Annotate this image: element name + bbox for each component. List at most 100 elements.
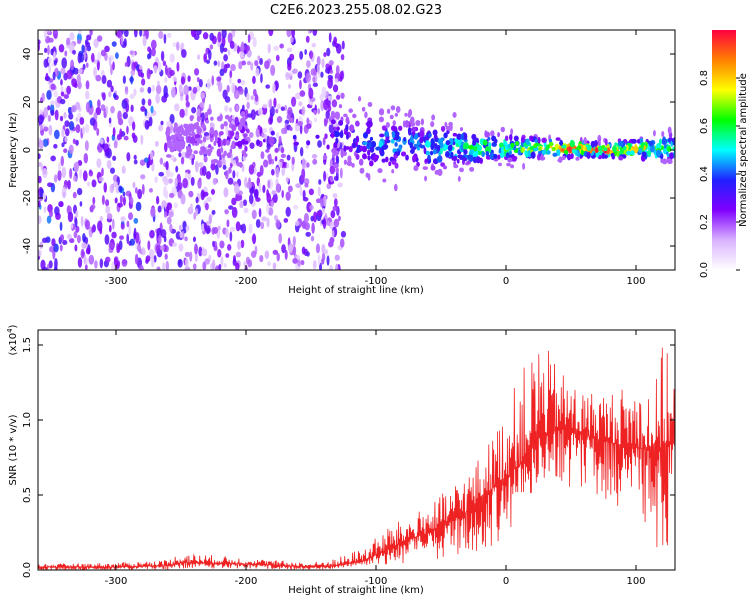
spectrogram-cell	[342, 151, 347, 157]
spectrogram-cell	[133, 217, 139, 224]
spectrogram-cell	[47, 44, 50, 56]
spectrogram-cell	[265, 84, 270, 89]
spectrogram-cell	[259, 164, 264, 176]
spectrogram-cell	[189, 115, 195, 120]
spectrogram-cell	[493, 138, 498, 144]
spectrogram-cell	[276, 116, 283, 124]
spectrogram-cell	[281, 244, 286, 254]
spectrogram-cell	[232, 159, 237, 167]
spectrogram-cell	[231, 197, 237, 206]
spectrogram-cell	[188, 190, 194, 198]
spectrogram-cell	[388, 161, 392, 167]
spectrogram-cell	[322, 154, 328, 160]
spectrogram-cell	[275, 108, 279, 114]
spectrogram-cell	[163, 85, 168, 97]
spectrogram-cell	[235, 251, 242, 258]
spectrogram-cell	[302, 196, 309, 202]
spectrogram-cell	[394, 162, 399, 169]
spectrogram-cell	[337, 182, 343, 188]
spectrogram-cell	[284, 122, 288, 134]
spectrogram-cell	[222, 89, 228, 100]
spectrogram-cell	[414, 143, 419, 148]
spectrogram-cell	[163, 33, 167, 44]
spectrogram-cell	[274, 155, 278, 162]
spectrogram-cell	[84, 219, 91, 230]
spectrogram-cell	[456, 159, 460, 164]
spectrogram-cell	[444, 121, 448, 128]
spectrogram-cell	[53, 143, 58, 149]
spectrogram-cell	[538, 146, 542, 151]
spectrogram-cell	[79, 52, 85, 63]
spectrogram-cell	[287, 185, 293, 193]
spectrogram-cell	[339, 70, 344, 80]
y-tick-label: -20	[22, 190, 33, 206]
y-tick-label: 40	[22, 48, 33, 61]
spectrogram-cell	[60, 155, 64, 167]
spectrogram-cell	[117, 110, 122, 121]
spectrogram-cell	[276, 103, 281, 110]
spectrogram-cell	[322, 217, 327, 230]
spectrogram-cell	[597, 155, 602, 160]
spectrogram-cell	[439, 141, 444, 149]
spectrogram-cell	[225, 227, 229, 238]
spectrogram-cell	[141, 247, 146, 255]
spectrogram-cell	[74, 244, 78, 252]
spectrogram-cell	[437, 168, 443, 177]
spectrogram-cell	[424, 158, 429, 163]
spectrogram-cell	[54, 109, 59, 121]
spectrogram-cell	[64, 128, 70, 137]
spectrogram-cell	[509, 134, 513, 142]
spectrogram-cell	[257, 107, 263, 116]
spectrogram-cell	[338, 104, 343, 109]
spectrogram-cell	[405, 154, 409, 161]
spectrogram-cell	[188, 86, 192, 91]
spectrogram-cell	[191, 158, 195, 166]
spectrogram-cell	[450, 151, 454, 159]
spectrogram-cell	[373, 155, 378, 163]
y-tick-label: 1.0	[22, 412, 33, 428]
spectrogram-cell	[203, 155, 208, 163]
spectrogram-cell	[127, 212, 134, 221]
spectrogram-cell	[133, 159, 138, 165]
spectrogram-cell	[219, 130, 224, 136]
spectrogram-cell	[169, 69, 175, 76]
spectrogram-cell	[68, 120, 75, 131]
spectrogram-cell	[331, 152, 336, 158]
spectrogram-cell	[262, 159, 269, 168]
spectrogram-cell	[70, 223, 74, 229]
spectrogram-cell	[335, 112, 339, 118]
spectrogram-cell	[247, 34, 251, 43]
spectrogram-cell	[99, 227, 103, 235]
spectrogram-cell	[285, 73, 292, 78]
spectrogram-cell	[38, 215, 42, 224]
spectrogram-cell	[646, 149, 652, 157]
spectrogram-cell	[382, 143, 389, 150]
spectrogram-cell	[240, 79, 246, 86]
spectrogram-cell	[162, 262, 166, 270]
spectrogram-cell	[260, 73, 263, 84]
spectrogram-cell	[255, 127, 261, 138]
spectrogram-cell	[398, 144, 403, 149]
spectrogram-cell	[338, 120, 344, 126]
spectrogram-cell	[303, 178, 310, 185]
spectrogram-cell	[316, 55, 321, 67]
spectrogram-cell	[85, 101, 90, 113]
spectrogram-cell	[195, 121, 200, 126]
spectrogram-cell	[216, 76, 222, 82]
spectrogram-cell	[457, 175, 461, 182]
spectrogram-cell	[275, 183, 281, 193]
spectrogram-cell	[126, 233, 130, 244]
spectrogram-cell	[266, 202, 270, 214]
spectrogram-cell	[244, 145, 248, 152]
spectrogram-cell	[312, 76, 316, 83]
spectrogram-cell	[266, 192, 272, 203]
colorbar-tick-label: 0.0	[699, 262, 710, 278]
spectrogram-cell	[69, 32, 75, 41]
spectrogram-plot-area	[38, 30, 675, 270]
spectrogram-cell	[119, 235, 125, 240]
spectrogram-cell	[162, 186, 168, 198]
spectrogram-cell	[262, 138, 266, 143]
spectrogram-cell	[558, 156, 563, 163]
spectrogram-cell	[329, 264, 334, 270]
spectrogram-cell	[179, 140, 186, 149]
